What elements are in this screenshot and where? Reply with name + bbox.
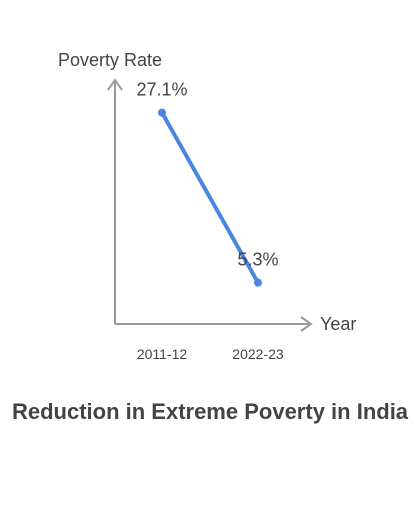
- y-axis-label: Poverty Rate: [58, 50, 162, 70]
- data-label-2022-23: 5.3%: [237, 250, 278, 270]
- x-axis: Year: [115, 314, 356, 334]
- series-line: [160, 110, 260, 285]
- y-axis: Poverty Rate: [58, 50, 162, 324]
- x-tick-labels: 2011-12 2022-23: [137, 346, 284, 362]
- data-point-2022-23: [254, 278, 262, 287]
- line-chart: Poverty Rate Year 2011-12 2022-23 27.1% 5…: [58, 50, 356, 362]
- poverty-rate-series: 27.1% 5.3%: [136, 80, 279, 287]
- chart-title: Reduction in Extreme Poverty in India: [11, 399, 409, 424]
- data-point-2011-12: [158, 108, 166, 117]
- data-label-2011-12: 27.1%: [136, 80, 187, 100]
- x-tick-label-2011-12: 2011-12: [137, 346, 188, 362]
- x-axis-arrow-icon: [300, 316, 313, 332]
- x-axis-label: Year: [320, 314, 356, 334]
- y-axis-arrow-icon: [107, 78, 123, 91]
- x-tick-label-2022-23: 2022-23: [232, 346, 284, 362]
